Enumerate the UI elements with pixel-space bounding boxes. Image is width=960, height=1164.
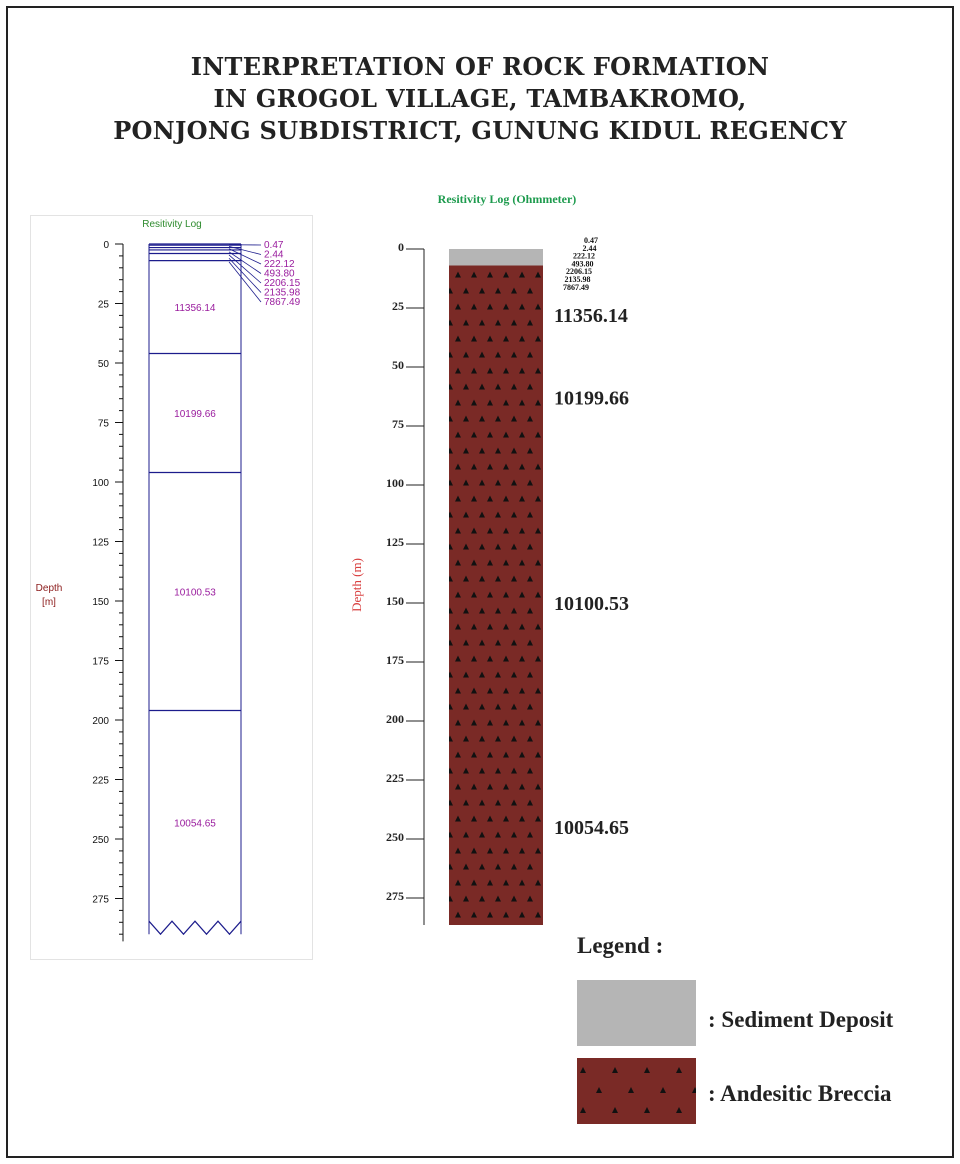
left-axis-tick-label: 75 <box>98 419 110 430</box>
legend-swatch-breccia <box>577 1058 696 1124</box>
left-axis-tick-label: 250 <box>92 835 109 846</box>
left-thin-layer-value: 7867.49 <box>264 297 301 308</box>
right-layer-value: 11356.14 <box>554 305 628 327</box>
right-thin-layer-value: 2206.15 <box>566 267 592 276</box>
left-log-title: Resitivity Log <box>142 219 201 230</box>
left-axis-tick-label: 175 <box>92 657 109 668</box>
left-layer-value: 11356.14 <box>175 303 216 314</box>
right-thin-layer-value: 222.12 <box>573 252 595 261</box>
legend-title: Legend : <box>577 933 664 958</box>
right-axis-tick-label: 250 <box>386 830 404 844</box>
right-axis-tick-label: 275 <box>386 889 404 903</box>
right-axis-tick-label: 0 <box>398 240 404 254</box>
right-axis-tick-label: 50 <box>392 358 404 372</box>
legend-label-breccia: : Andesitic Breccia <box>708 1081 892 1106</box>
left-thin-layer-value: 2.44 <box>264 250 284 261</box>
legend-breccia-triangle <box>612 1067 618 1073</box>
right-thin-layer-value: 0.47 <box>584 236 598 245</box>
left-axis-tick-label: 275 <box>92 895 109 906</box>
right-thin-layer-value: 2135.98 <box>565 275 591 284</box>
left-resistivity-log-panel: Resitivity Log Depth [m] 0 25 50 75 100 125 150 17… <box>30 215 313 960</box>
legend-breccia-triangle <box>676 1107 682 1113</box>
right-axis-tick-label: 125 <box>386 535 404 549</box>
left-layer-value: 10199.66 <box>174 409 216 420</box>
title-line-2: IN GROGOL VILLAGE, TAMBAKROMO, <box>213 84 747 113</box>
left-axis-tick-label: 25 <box>98 300 110 311</box>
right-breccia-layer <box>449 265 543 925</box>
left-axis-tick-label: 0 <box>103 240 109 251</box>
left-thin-layer-leader <box>228 245 262 255</box>
legend-breccia-triangle <box>644 1067 650 1073</box>
legend-breccia-triangle <box>692 1087 696 1093</box>
legend-label-sediment: : Sediment Deposit <box>708 1007 894 1032</box>
left-axis-tick-label: 50 <box>98 359 110 370</box>
right-resistivity-log: Resitivity Log (Ohmmeter) Depth (m) 0 25 50 7… <box>349 192 629 925</box>
left-depth-label-line2: [m] <box>42 597 56 608</box>
legend-breccia-bg <box>577 1058 696 1124</box>
legend-breccia-triangle <box>596 1087 602 1093</box>
right-axis-tick-label: 225 <box>386 771 404 785</box>
right-layer-value: 10054.65 <box>554 817 629 839</box>
left-thin-layer-value: 222.12 <box>264 259 295 270</box>
right-thin-layer-value: 493.80 <box>572 259 594 268</box>
left-resistivity-log: Resitivity Log Depth [m] 0 25 50 75 100 125 150 17… <box>36 219 301 942</box>
left-thin-layer-value: 2135.98 <box>264 288 301 299</box>
right-depth-label: Depth (m) <box>349 558 364 612</box>
left-axis-tick-label: 225 <box>92 776 109 787</box>
left-column-zigzag-end <box>148 920 242 936</box>
legend-breccia-triangle <box>676 1067 682 1073</box>
right-layer-value: 10199.66 <box>554 388 629 410</box>
left-axis-tick-label: 100 <box>92 478 109 489</box>
left-thin-layer-leader <box>228 258 262 293</box>
legend-swatch-sediment <box>577 980 696 1046</box>
left-thin-layer-leader <box>228 248 262 265</box>
title-line-3: PONJONG SUBDISTRICT, GUNUNG KIDUL REGENC… <box>113 116 847 145</box>
legend-breccia-triangle <box>628 1087 634 1093</box>
right-axis-tick-label: 200 <box>386 712 404 726</box>
legend-breccia-triangle <box>612 1107 618 1113</box>
legend-breccia-triangle <box>580 1107 586 1113</box>
left-layer-value: 10100.53 <box>174 587 216 598</box>
right-axis-tick-label: 25 <box>392 299 404 313</box>
right-axis-tick-label: 175 <box>386 653 404 667</box>
left-axis-tick-label: 125 <box>92 538 109 549</box>
left-thin-layer-value: 2206.15 <box>264 278 301 289</box>
legend-breccia-triangle <box>644 1107 650 1113</box>
left-axis-tick-label: 150 <box>92 597 109 608</box>
right-log-title: Resitivity Log (Ohmmeter) <box>438 192 577 206</box>
right-thin-layer-value: 7867.49 <box>563 283 589 292</box>
right-axis-tick-label: 150 <box>386 594 404 608</box>
left-thin-layer-leader <box>228 261 262 303</box>
right-thin-layer-value: 2.44 <box>583 244 597 253</box>
legend-breccia-triangle <box>660 1087 666 1093</box>
left-depth-label-line1: Depth <box>36 583 63 594</box>
right-layer-value: 10100.53 <box>554 593 629 615</box>
legend-breccia-triangle <box>580 1067 586 1073</box>
left-thin-layer-value: 493.80 <box>264 269 295 280</box>
title-line-1: INTERPRETATION OF ROCK FORMATION <box>190 52 770 81</box>
left-thin-layer-value: 0.47 <box>264 240 284 251</box>
left-layer-value: 10054.65 <box>174 818 216 829</box>
left-thin-layer-leader <box>228 254 262 284</box>
left-thin-layer-leader <box>228 251 262 274</box>
right-axis-tick-label: 100 <box>386 476 404 490</box>
right-sediment-layer <box>449 249 543 266</box>
right-axis-tick-label: 75 <box>392 417 404 431</box>
left-axis-tick-label: 200 <box>92 716 109 727</box>
